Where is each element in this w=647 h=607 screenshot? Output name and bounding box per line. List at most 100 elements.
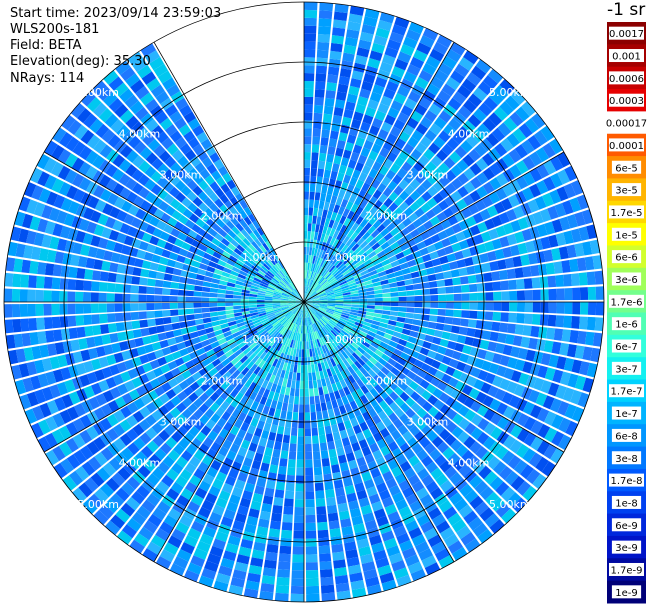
range-gate-cell [294,507,304,516]
range-gate-cell [521,386,533,400]
range-gate-cell [382,187,393,198]
range-gate-cell [456,198,468,211]
range-gate-cell [454,63,470,78]
range-gate-cell [571,316,580,329]
range-gate-cell [428,281,438,288]
range-gate-cell [397,51,412,64]
range-gate-cell [414,207,425,218]
range-gate-cell [317,521,328,531]
range-ring-label: 3.00km [407,169,449,182]
range-gate-cell [410,391,421,402]
range-gate-cell [313,466,323,476]
range-gate-cell [310,292,317,298]
range-gate-cell [359,366,368,376]
range-gate-cell [331,543,344,554]
colorbar-label: 1.7e-8 [610,476,642,487]
range-gate-cell [209,292,218,298]
range-gate-cell [453,111,467,125]
range-gate-cell [461,284,470,293]
range-gate-cell [353,62,366,73]
range-gate-cell [304,294,307,302]
range-gate-cell [427,185,439,197]
range-gate-cell [443,156,456,169]
range-gate-cell [563,230,574,245]
range-gate-cell [282,434,290,444]
range-ring-label: 1.00km [242,333,284,346]
range-gate-cell [327,303,336,306]
range-gate-cell [458,418,471,431]
range-gate-cell [140,268,150,278]
range-gate-cell [305,286,308,295]
range-gate-cell [439,404,451,416]
range-gate-cell [373,374,383,384]
range-gate-cell [503,117,518,132]
range-gate-cell [314,313,321,320]
range-gate-cell [513,205,525,219]
range-gate-cell [394,396,405,407]
range-gate-cell [315,274,322,283]
range-gate-cell [390,366,400,376]
range-gate-cell [394,407,405,418]
range-gate-cell [488,228,499,240]
range-gate-cell [475,59,492,74]
range-gate-cell [343,217,351,227]
range-gate-cell [344,36,358,47]
range-gate-cell [304,299,312,302]
range-gate-cell [542,395,555,410]
colorbar-label: 1.7e-7 [610,387,642,398]
range-gate-cell [321,280,329,287]
range-gate-cell [413,283,422,290]
range-ring-label: 1.00km [324,333,366,346]
range-gate-cell [421,390,432,401]
range-gate-cell [576,194,589,210]
range-gate-cell [264,302,273,305]
range-gate-cell [338,164,347,175]
range-gate-cell [326,244,333,253]
range-gate-cell [68,327,78,340]
range-gate-cell [413,375,424,385]
range-gate-cell [306,585,320,595]
range-gate-cell [92,324,102,336]
range-gate-cell [412,319,421,326]
range-gate-cell [402,346,413,355]
range-gate-cell [369,327,378,334]
range-ring-label: 5.00km [77,86,119,99]
range-gate-cell [310,167,318,177]
range-gate-cell [348,85,360,96]
range-gate-cell [201,297,210,302]
range-gate-cell [326,496,337,506]
range-gate-cell [399,391,410,402]
range-gate-cell [317,168,325,178]
range-gate-cell [475,391,487,404]
range-gate-cell [532,238,544,252]
range-gate-cell [334,249,341,258]
range-gate-cell [389,391,399,402]
range-gate-cell [362,276,372,283]
range-gate-cell [430,155,443,168]
range-gate-cell [477,348,488,360]
range-gate-cell [346,93,358,104]
range-gate-cell [367,302,376,306]
range-gate-cell [347,279,356,285]
range-gate-cell [329,50,342,61]
range-gate-cell [326,153,335,163]
range-gate-cell [304,144,312,153]
range-gate-cell [418,96,432,110]
range-gate-cell [350,290,359,295]
range-gate-cell [332,551,345,561]
range-gate-cell [381,258,391,267]
range-gate-cell [400,44,415,56]
range-gate-cell [432,387,444,399]
range-gate-cell [429,448,442,461]
range-gate-cell [165,266,175,275]
range-gate-cell [557,169,570,185]
range-gate-cell [368,269,378,277]
range-gate-cell [547,382,560,397]
range-gate-cell [489,331,499,342]
range-gate-cell [373,313,382,318]
range-gate-cell [353,339,362,347]
range-gate-cell [322,410,329,419]
range-gate-cell [348,13,363,24]
range-gate-cell [296,451,304,460]
range-gate-cell [306,238,311,247]
